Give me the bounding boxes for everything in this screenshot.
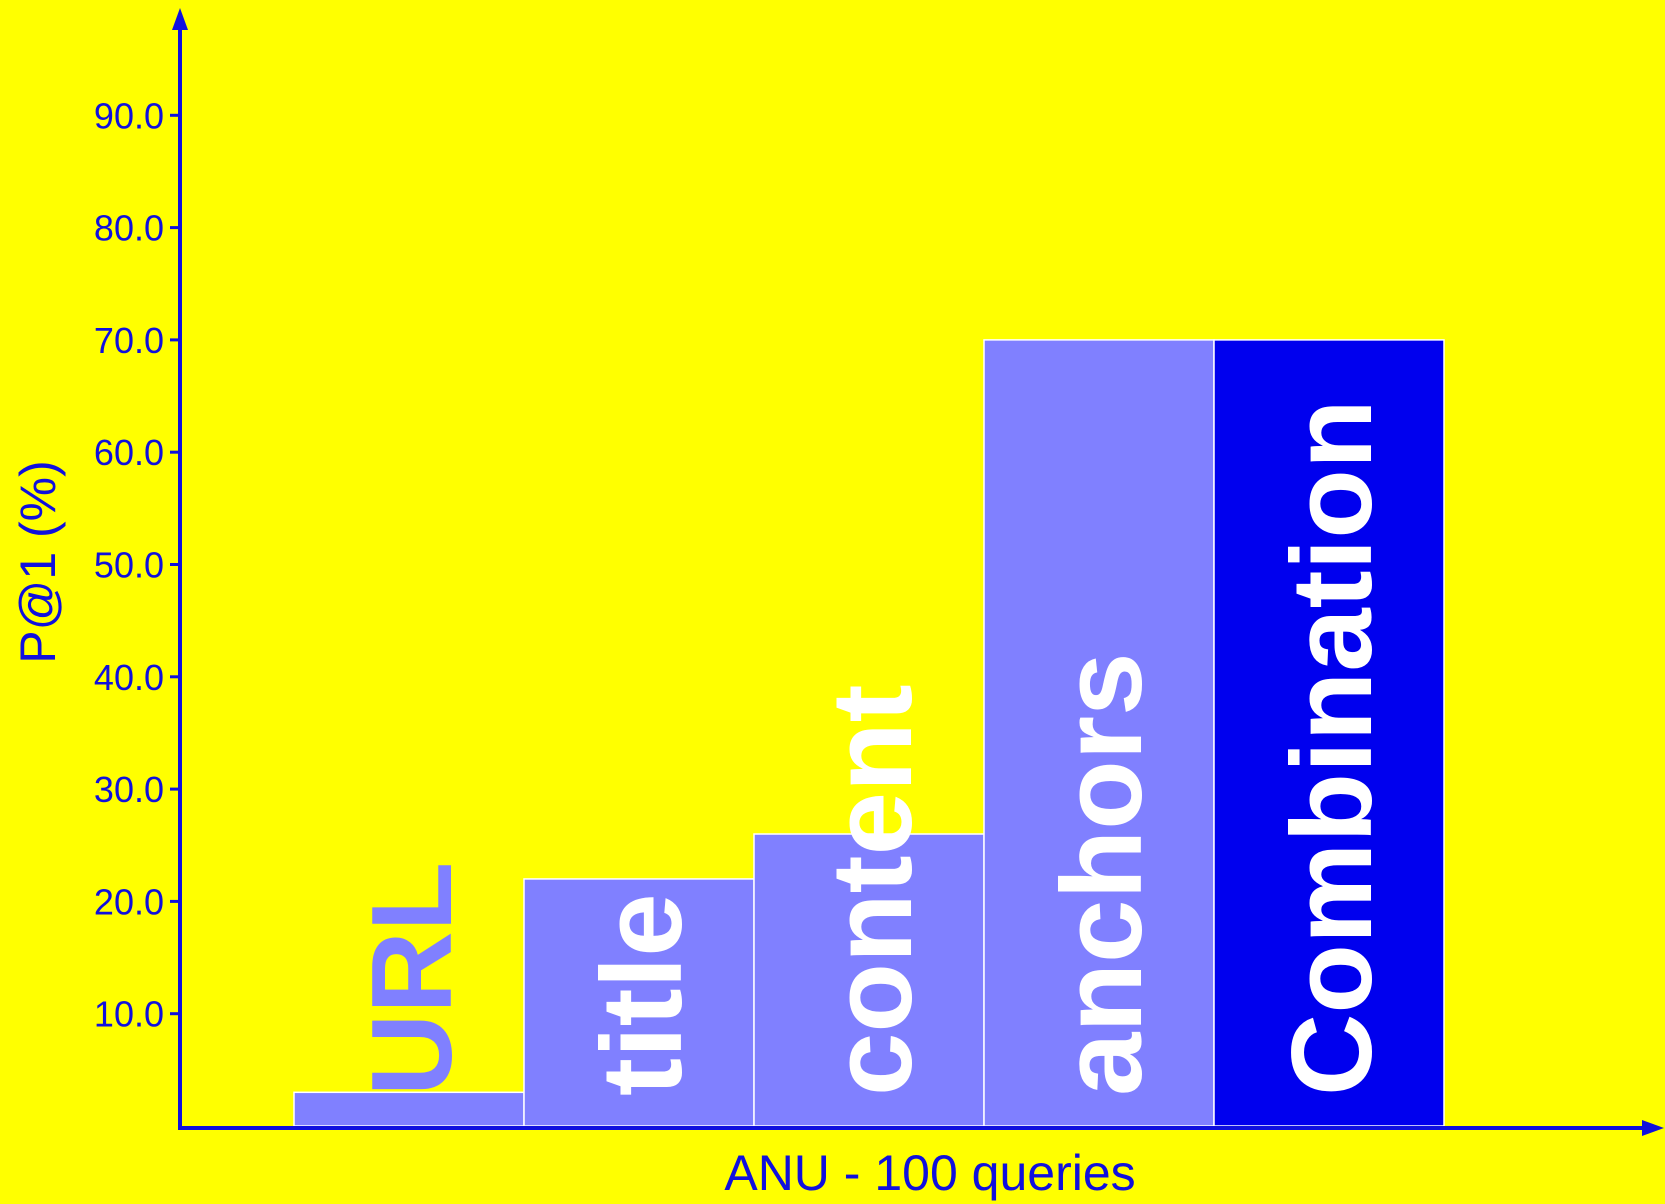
x-axis-arrow-icon	[1642, 1120, 1664, 1136]
y-tick-label: 80.0	[94, 208, 164, 249]
y-ticks-group: 10.0 20.0 30.0 40.0 50.0 60.0 70.0 80.0 90.0	[94, 95, 180, 1035]
y-tick-label: 50.0	[94, 545, 164, 586]
bar-label-anchors: anchors	[1039, 653, 1166, 1096]
y-axis-title: P@1 (%)	[10, 460, 66, 664]
x-axis-title: ANU - 100 queries	[724, 1145, 1135, 1201]
bar-label-content: content	[809, 684, 936, 1096]
y-tick-label: 90.0	[94, 95, 164, 136]
bar-url	[293, 1091, 525, 1127]
bar-content	[753, 833, 985, 1127]
y-tick-label: 70.0	[94, 320, 164, 361]
y-tick-label: 60.0	[94, 432, 164, 473]
bar-anchors	[983, 339, 1215, 1127]
bars-group: URL title content anchors Combination	[293, 339, 1445, 1127]
bar-label-title: title	[579, 893, 706, 1096]
y-tick-label: 10.0	[94, 994, 164, 1035]
y-axis-arrow-icon	[172, 8, 188, 30]
axes-group	[172, 8, 1664, 1136]
bar-label-combination: Combination	[1269, 399, 1396, 1096]
bar-label-url: URL	[349, 862, 476, 1096]
y-tick-label: 20.0	[94, 881, 164, 922]
y-tick-label: 30.0	[94, 769, 164, 810]
y-tick-label: 40.0	[94, 657, 164, 698]
bar-title	[523, 878, 755, 1127]
